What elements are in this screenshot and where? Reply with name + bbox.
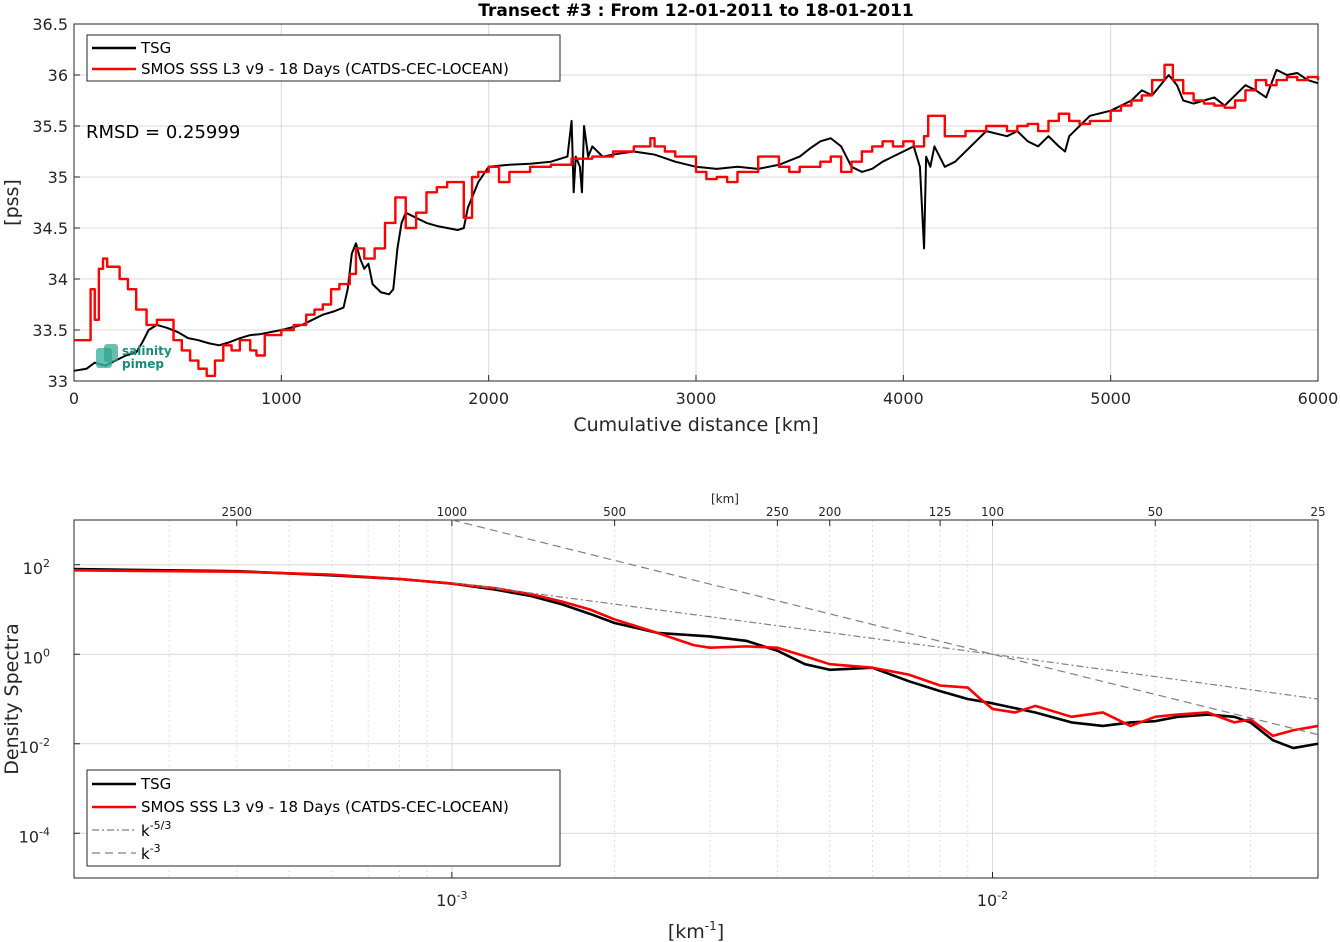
y-tick-label: 100 — [23, 646, 50, 667]
logo-word: pimep — [122, 357, 164, 371]
legend-label: TSG — [140, 775, 171, 793]
series-line — [451, 519, 1319, 736]
x-tick-label: 1000 — [261, 389, 302, 408]
top-tick-label: 125 — [929, 505, 952, 519]
legend-box — [86, 34, 561, 82]
top-tick-label: 50 — [1148, 505, 1163, 519]
top-tick-label: 2500 — [221, 505, 252, 519]
y-tick-label: 10-2 — [19, 736, 50, 757]
top-tick-label: 500 — [603, 505, 626, 519]
logo-word: salinity — [122, 344, 172, 358]
x-tick-label: 3000 — [676, 389, 717, 408]
top-tick-label: 1000 — [437, 505, 468, 519]
x-axis-label: [km-1] — [668, 919, 724, 942]
logo-mark — [104, 344, 118, 362]
legend-label: SMOS SSS L3 v9 - 18 Days (CATDS-CEC-LOCE… — [141, 60, 509, 78]
y-tick-label: 33 — [48, 372, 68, 391]
x-axis-label: Cumulative distance [km] — [573, 414, 818, 436]
bottom-chart: 10-3 10-2 10-4 10-2 100 102 2500 1000 500 250 200 1… — [1, 492, 1326, 942]
y-tick-label: 35.5 — [32, 117, 68, 136]
top-legend: TSG SMOS SSS L3 v9 - 18 Days (CATDS-CEC-L… — [86, 34, 561, 82]
series-line — [73, 569, 1319, 738]
bottom-legend: TSG SMOS SSS L3 v9 - 18 Days (CATDS-CEC-L… — [86, 769, 561, 867]
y-tick-label: 33.5 — [32, 321, 68, 340]
y-axis-label: [pss] — [1, 179, 23, 226]
y-axis-label: Density Spectra — [1, 623, 23, 774]
top-tick-label: 25 — [1310, 505, 1325, 519]
legend-box — [86, 769, 561, 867]
x-tick-label: 6000 — [1298, 389, 1339, 408]
legend-label: SMOS SSS L3 v9 - 18 Days (CATDS-CEC-LOCE… — [141, 798, 509, 816]
series-line — [74, 63, 1320, 378]
top-tick-label: 100 — [981, 505, 1004, 519]
legend-label: TSG — [140, 39, 171, 57]
rmsd-annotation: RMSD = 0.25999 — [86, 122, 240, 143]
y-tick-label: 35 — [48, 168, 68, 187]
series-line — [451, 581, 1319, 700]
x-tick-label: 10-2 — [977, 889, 1008, 910]
x-tick-label: 4000 — [883, 389, 924, 408]
legend-label: k-3 — [141, 842, 161, 863]
x-tick-label: 5000 — [1090, 389, 1131, 408]
x-tick-label: 10-3 — [436, 889, 467, 910]
top-tick-label: 200 — [818, 505, 841, 519]
top-tick-label: 250 — [766, 505, 789, 519]
top-axis-label: [km] — [711, 492, 739, 506]
y-tick-label: 10-4 — [19, 825, 50, 846]
y-tick-label: 102 — [23, 557, 50, 578]
top-chart: 0 1000 2000 3000 4000 5000 6000 33 33.5 34 34.5 35 3… — [1, 1, 1338, 436]
x-tick-label: 2000 — [468, 389, 509, 408]
y-tick-label: 34 — [48, 270, 68, 289]
y-tick-label: 36.5 — [32, 15, 68, 34]
y-tick-label: 36 — [48, 66, 68, 85]
x-tick-label: 0 — [69, 389, 79, 408]
chart-title: Transect #3 : From 12-01-2011 to 18-01-2… — [478, 1, 914, 21]
y-tick-label: 34.5 — [32, 219, 68, 238]
legend-label: k-5/3 — [141, 819, 171, 840]
